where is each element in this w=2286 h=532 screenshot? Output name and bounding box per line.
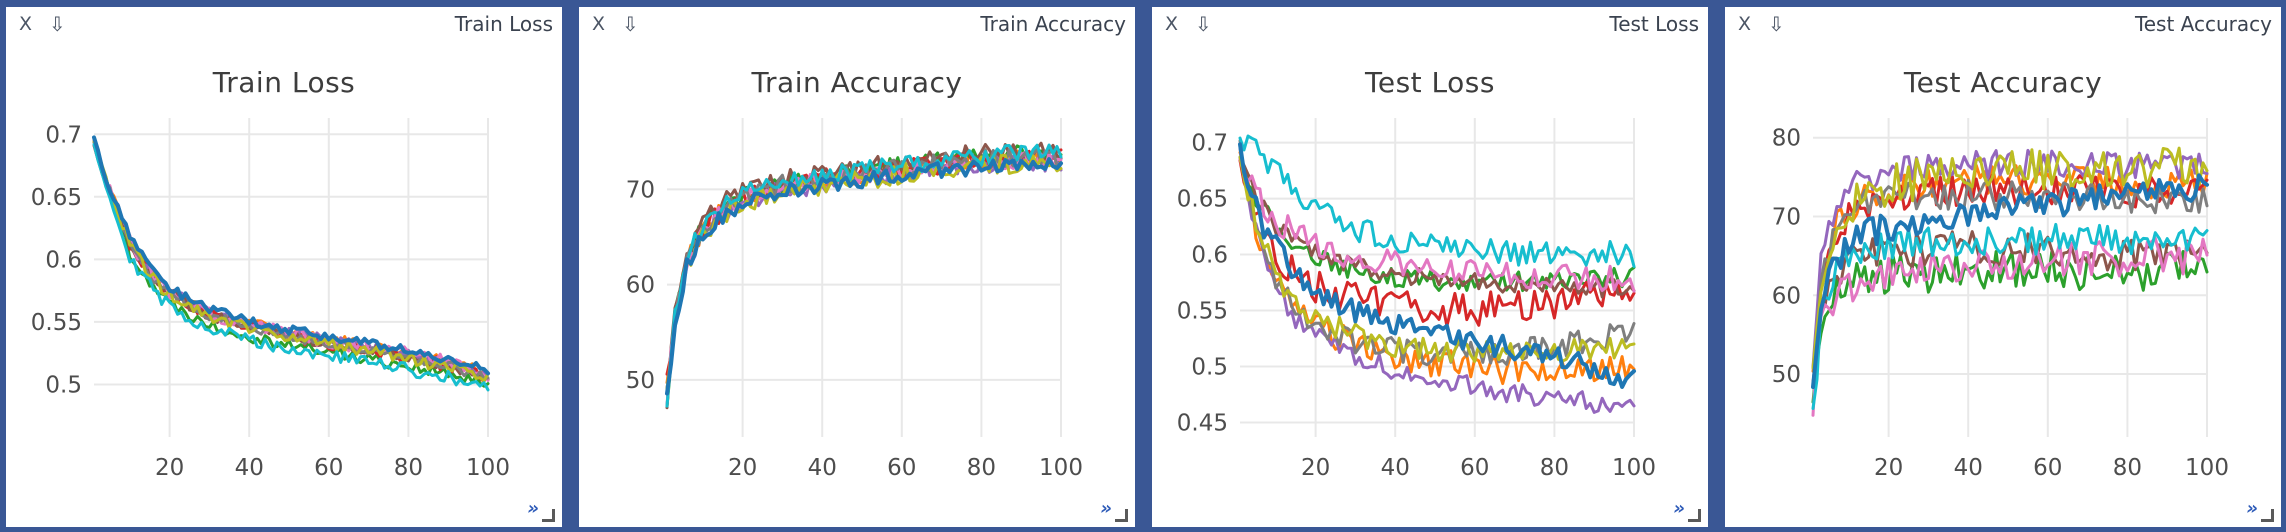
y-tick-label: 0.6 — [1191, 243, 1228, 269]
popout-arrow-icon[interactable]: ⇩ — [1195, 12, 1212, 36]
y-tick-label: 80 — [1772, 126, 1801, 152]
y-tick-label: 0.6 — [45, 247, 82, 273]
y-tick-label: 60 — [626, 273, 655, 299]
x-tick-label: 40 — [808, 455, 837, 481]
window-panel-test-accuracy: X ⇩ Test Accuracy Test Accuracy 20 40 60 80… — [1725, 7, 2281, 527]
window-panel-train-loss: X ⇩ Train Loss Train Loss 20 40 60 80 100 0.5… — [6, 7, 562, 527]
window-title: Test Loss — [1609, 12, 1699, 36]
series-line-blue — [1238, 142, 1636, 389]
x-tick-label: 60 — [2033, 455, 2062, 481]
y-tick-label: 70 — [1772, 205, 1801, 231]
close-icon[interactable]: X — [1738, 12, 1752, 35]
series-line-blue — [1811, 173, 2209, 389]
x-tick-label: 20 — [155, 455, 184, 481]
window-panel-test-loss: X ⇩ Test Loss Test Loss 20 40 60 80 100 0.45 0… — [1152, 7, 1708, 527]
x-tick-label: 100 — [1039, 455, 1083, 481]
series-line-green — [1238, 142, 1636, 293]
x-tick-label: 20 — [1301, 455, 1330, 481]
window-titlebar[interactable]: X ⇩ Train Accuracy — [579, 7, 1135, 41]
resize-corner-handle[interactable] — [542, 509, 555, 522]
chart-title: Test Loss — [1365, 66, 1495, 99]
y-tick-label: 0.65 — [31, 185, 82, 211]
y-tick-label: 50 — [626, 368, 655, 394]
series-line-blue — [92, 135, 490, 376]
train-loss-chart: 20 40 60 80 100 0.5 0.55 0.6 0.65 0.7 — [6, 99, 562, 527]
x-tick-label: 80 — [2113, 455, 2142, 481]
resize-corner-handle[interactable] — [1115, 509, 1128, 522]
resize-corner-handle[interactable] — [2261, 509, 2274, 522]
chart-title: Train Loss — [212, 66, 356, 99]
x-tick-label: 100 — [466, 455, 510, 481]
series-line-olive — [1811, 146, 2209, 370]
x-tick-label: 80 — [394, 455, 423, 481]
y-tick-label: 70 — [626, 177, 655, 203]
window-title: Train Accuracy — [980, 12, 1126, 36]
series-line-olive — [1238, 155, 1636, 363]
x-tick-label: 80 — [1540, 455, 1569, 481]
popout-arrow-icon[interactable]: ⇩ — [49, 12, 66, 36]
x-tick-label: 40 — [1954, 455, 1983, 481]
window-title: Test Accuracy — [2134, 12, 2272, 36]
close-icon[interactable]: X — [19, 12, 33, 35]
test-accuracy-chart: 20 40 60 80 100 50 60 70 80 — [1725, 99, 2281, 527]
x-tick-label: 100 — [1612, 455, 1656, 481]
x-tick-label: 60 — [314, 455, 343, 481]
window-titlebar[interactable]: X ⇩ Train Loss — [6, 7, 562, 41]
series-line-brown — [1238, 156, 1636, 299]
window-titlebar[interactable]: X ⇩ Test Loss — [1152, 7, 1708, 41]
series-line-blue — [665, 157, 1063, 396]
popout-arrow-icon[interactable]: ⇩ — [622, 12, 639, 36]
series-line-cyan — [665, 143, 1063, 408]
window-panel-train-accuracy: X ⇩ Train Accuracy Train Accuracy 20 40 60… — [579, 7, 1135, 527]
x-tick-label: 40 — [235, 455, 264, 481]
y-tick-label: 50 — [1772, 362, 1801, 388]
series-line-green — [1811, 250, 2209, 404]
y-tick-label: 60 — [1772, 283, 1801, 309]
series-line-cyan — [92, 143, 490, 392]
series-line-cyan — [1238, 134, 1636, 268]
collapse-chevrons-icon[interactable]: » — [2246, 498, 2258, 519]
y-tick-label: 0.45 — [1177, 410, 1228, 436]
close-icon[interactable]: X — [592, 12, 606, 35]
y-tick-label: 0.5 — [1191, 355, 1228, 381]
series-line-cyan — [1811, 222, 2209, 410]
x-tick-label: 60 — [1460, 455, 1489, 481]
test-loss-chart: 20 40 60 80 100 0.45 0.5 0.55 0.6 0.65 0.7 — [1152, 99, 1708, 527]
x-tick-label: 80 — [967, 455, 996, 481]
x-tick-label: 100 — [2185, 455, 2229, 481]
x-tick-label: 20 — [728, 455, 757, 481]
x-tick-label: 60 — [887, 455, 916, 481]
y-tick-label: 0.55 — [1177, 299, 1228, 325]
collapse-chevrons-icon[interactable]: » — [527, 498, 539, 519]
collapse-chevrons-icon[interactable]: » — [1100, 498, 1112, 519]
line-chart-svg: 20 40 60 80 100 50 60 70 — [626, 118, 1083, 481]
series-line-pink — [1238, 157, 1636, 293]
y-tick-label: 0.55 — [31, 310, 82, 336]
popout-arrow-icon[interactable]: ⇩ — [1768, 12, 1785, 36]
y-tick-label: 0.65 — [1177, 187, 1228, 213]
y-tick-label: 0.7 — [45, 122, 82, 148]
line-chart-svg: 20 40 60 80 100 50 60 70 80 — [1772, 118, 2229, 481]
collapse-chevrons-icon[interactable]: » — [1673, 498, 1685, 519]
chart-title: Train Accuracy — [751, 66, 963, 99]
series-line-red — [1238, 158, 1636, 328]
x-tick-label: 40 — [1381, 455, 1410, 481]
series-line-olive — [92, 139, 490, 383]
series-line-gray — [1811, 178, 2209, 390]
y-tick-label: 0.7 — [1191, 131, 1228, 157]
train-accuracy-chart: 20 40 60 80 100 50 60 70 — [579, 99, 1135, 527]
window-title: Train Loss — [454, 12, 553, 36]
close-icon[interactable]: X — [1165, 12, 1179, 35]
series-line-pink — [1811, 236, 2209, 417]
series-line-purple — [1238, 146, 1636, 414]
window-titlebar[interactable]: X ⇩ Test Accuracy — [1725, 7, 2281, 41]
x-tick-label: 20 — [1874, 455, 1903, 481]
line-chart-svg: 20 40 60 80 100 0.5 0.55 0.6 0.65 0.7 — [31, 118, 510, 481]
chart-title: Test Accuracy — [1903, 66, 2103, 99]
y-tick-label: 0.5 — [45, 373, 82, 399]
resize-corner-handle[interactable] — [1688, 509, 1701, 522]
line-chart-svg: 20 40 60 80 100 0.45 0.5 0.55 0.6 0.65 0.7 — [1177, 118, 1656, 481]
